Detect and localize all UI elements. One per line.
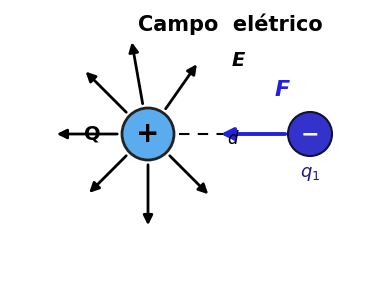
- Text: E: E: [231, 50, 244, 69]
- Text: Campo  elétrico: Campo elétrico: [138, 13, 322, 35]
- Circle shape: [288, 112, 332, 156]
- Text: −: −: [301, 124, 319, 144]
- Text: Q: Q: [84, 124, 100, 144]
- Text: F: F: [274, 80, 290, 100]
- Text: d: d: [227, 130, 237, 148]
- Circle shape: [122, 108, 174, 160]
- Text: $q_1$: $q_1$: [300, 165, 320, 183]
- Text: +: +: [136, 120, 160, 148]
